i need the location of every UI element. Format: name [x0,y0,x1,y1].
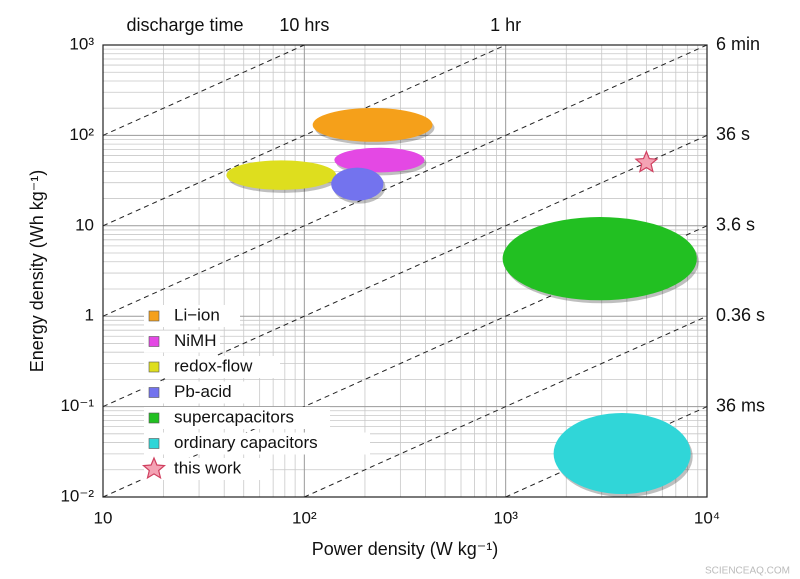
legend-marker [148,438,160,449]
time-line [102,44,506,227]
legend-background [144,330,220,353]
watermark: SCIENCEAQ.COM [705,566,790,577]
time-label: 6 min [716,34,760,54]
legend-marker [148,387,160,398]
legend-background [144,458,270,480]
region [312,107,433,142]
legend-background [144,381,250,404]
x-tick-label: 10² [292,508,317,527]
x-axis-title: Power density (W kg⁻¹) [312,539,499,559]
x-tick-label: 10³ [493,508,518,527]
plot-frame [102,44,708,498]
time-line [102,44,305,136]
region [331,167,384,201]
legend-marker [148,412,160,424]
legend-marker [148,361,160,373]
y-tick-label: 10 [75,215,94,234]
region [334,147,425,173]
y-tick-label: 10⁻² [60,486,94,505]
star-point [634,150,659,173]
header: discharge time [126,15,243,35]
time-line [102,44,708,317]
y-tick-label: 10³ [69,34,94,53]
y-axis-title: Energy density (Wh kg⁻¹) [27,170,47,373]
x-tick-label: 10 [94,508,113,527]
legend-background [144,407,330,429]
time-label: 3.6 s [716,215,755,235]
y-tick-label: 10² [69,125,94,144]
legend-label: redox-flow [174,356,253,375]
legend-label: this work [174,458,242,477]
legend-marker [148,336,160,347]
legend-background [144,305,240,327]
region [502,217,697,301]
legend-marker [141,456,167,480]
region [226,160,337,190]
time-label: 10 hrs [279,15,329,35]
time-label: 0.36 s [716,305,765,325]
time-line [304,315,708,498]
time-label: 36 s [716,124,750,144]
legend-label: supercapacitors [174,407,294,426]
y-tick-label: 1 [85,306,94,325]
legend-label: ordinary capacitors [174,433,318,452]
legend-background [144,356,280,378]
x-tick-label: 10⁴ [694,508,720,527]
region [553,412,691,494]
time-label: 36 ms [716,395,765,415]
legend-label: Li−ion [174,305,220,324]
legend-label: Pb-acid [174,382,232,401]
y-tick-label: 10⁻¹ [60,396,94,415]
legend-marker [148,310,160,322]
time-label: 1 hr [490,15,521,35]
legend-label: NiMH [174,331,217,350]
legend-background [144,432,370,455]
